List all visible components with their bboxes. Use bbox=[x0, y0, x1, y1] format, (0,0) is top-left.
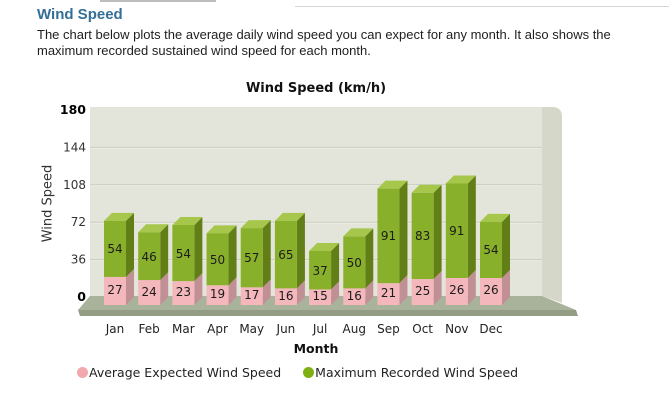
x-tick-label: Apr bbox=[207, 322, 228, 336]
y-tick-label: 0 bbox=[77, 289, 86, 304]
bar-mar: 23 54 Mar bbox=[172, 217, 203, 336]
x-tick-label: Dec bbox=[479, 322, 502, 336]
x-tick-label: Mar bbox=[172, 322, 195, 336]
y-tick-label: 36 bbox=[71, 253, 86, 267]
bar-oct: 25 83 Oct bbox=[411, 184, 442, 336]
legend-label-maximum: Maximum Recorded Wind Speed bbox=[315, 365, 519, 380]
bar-nov: 26 91 Nov bbox=[445, 175, 476, 336]
max-value-label: 91 bbox=[449, 224, 464, 238]
bar-sep: 21 91 Sep bbox=[377, 180, 408, 336]
avg-value-label: 23 bbox=[176, 285, 191, 299]
legend-swatch-average-icon bbox=[77, 367, 88, 378]
chart-legend: Average Expected Wind Speed Maximum Reco… bbox=[77, 365, 518, 380]
y-tick-label: 108 bbox=[63, 178, 86, 192]
bar-dec: 26 54 Dec bbox=[479, 213, 510, 336]
x-tick-label: Nov bbox=[445, 322, 468, 336]
avg-value-label: 27 bbox=[107, 283, 122, 297]
max-value-label: 50 bbox=[347, 256, 362, 270]
x-axis-title: Month bbox=[293, 341, 339, 356]
max-value-label: 46 bbox=[142, 250, 157, 264]
y-tick-label: 72 bbox=[71, 215, 86, 229]
y-axis-tick-labels: 0 36 72 108 144 180 bbox=[60, 102, 86, 304]
max-value-label: 57 bbox=[244, 251, 259, 265]
legend-item-average: Average Expected Wind Speed bbox=[77, 365, 281, 380]
page-description: The chart below plots the average daily … bbox=[37, 27, 611, 58]
bar-jan: 27 54 Jan bbox=[104, 212, 134, 336]
avg-value-label: 26 bbox=[449, 283, 464, 297]
cropped-tab-artifact bbox=[100, 0, 216, 2]
max-value-label: 54 bbox=[176, 247, 191, 261]
avg-value-label: 26 bbox=[483, 283, 498, 297]
max-value-label: 65 bbox=[278, 248, 293, 262]
max-value-label: 50 bbox=[210, 253, 225, 267]
bar-feb: 24 46 Feb bbox=[138, 224, 169, 336]
legend-swatch-maximum-icon bbox=[303, 367, 315, 378]
x-tick-label: May bbox=[239, 322, 264, 336]
chart-title: Wind Speed (km/h) bbox=[245, 81, 387, 96]
bar-jul: 15 37 Jul bbox=[309, 242, 340, 336]
bar-aug: 16 50 Aug bbox=[343, 228, 374, 336]
avg-value-label: 21 bbox=[381, 286, 396, 300]
legend-label-average: Average Expected Wind Speed bbox=[89, 365, 282, 380]
x-tick-label: Feb bbox=[139, 322, 160, 336]
max-value-label: 54 bbox=[107, 242, 122, 256]
y-tick-label: 144 bbox=[63, 140, 86, 154]
max-value-label: 54 bbox=[483, 243, 498, 257]
bar-apr: 19 50 Apr bbox=[206, 225, 237, 336]
x-tick-label: Jul bbox=[312, 322, 327, 336]
avg-value-label: 24 bbox=[142, 285, 157, 299]
top-divider-line bbox=[295, 6, 669, 7]
max-value-label: 37 bbox=[312, 264, 327, 278]
bars: 27 54 Jan 24 46 Feb 23 54 Mar 19 50 Apr 17 57 May 16 65 J… bbox=[104, 175, 510, 336]
x-tick-label: Jun bbox=[276, 322, 296, 336]
avg-value-label: 16 bbox=[347, 289, 362, 303]
bar-jun: 16 65 Jun bbox=[274, 212, 305, 336]
bar-may: 17 57 May bbox=[239, 220, 271, 336]
x-tick-label: Sep bbox=[377, 322, 400, 336]
page-title: Wind Speed bbox=[37, 6, 123, 23]
x-tick-label: Aug bbox=[343, 322, 366, 336]
avg-value-label: 15 bbox=[312, 289, 327, 303]
avg-value-label: 25 bbox=[415, 284, 430, 298]
max-value-label: 83 bbox=[415, 229, 430, 243]
plot-side-wall bbox=[542, 107, 562, 303]
legend-item-maximum: Maximum Recorded Wind Speed bbox=[303, 365, 518, 380]
x-tick-label: Jan bbox=[105, 322, 125, 336]
max-value-label: 91 bbox=[381, 229, 396, 243]
avg-value-label: 19 bbox=[210, 287, 225, 301]
avg-value-label: 16 bbox=[278, 289, 293, 303]
avg-value-label: 17 bbox=[244, 288, 259, 302]
y-tick-label: 180 bbox=[60, 102, 86, 117]
x-tick-label: Oct bbox=[412, 322, 433, 336]
